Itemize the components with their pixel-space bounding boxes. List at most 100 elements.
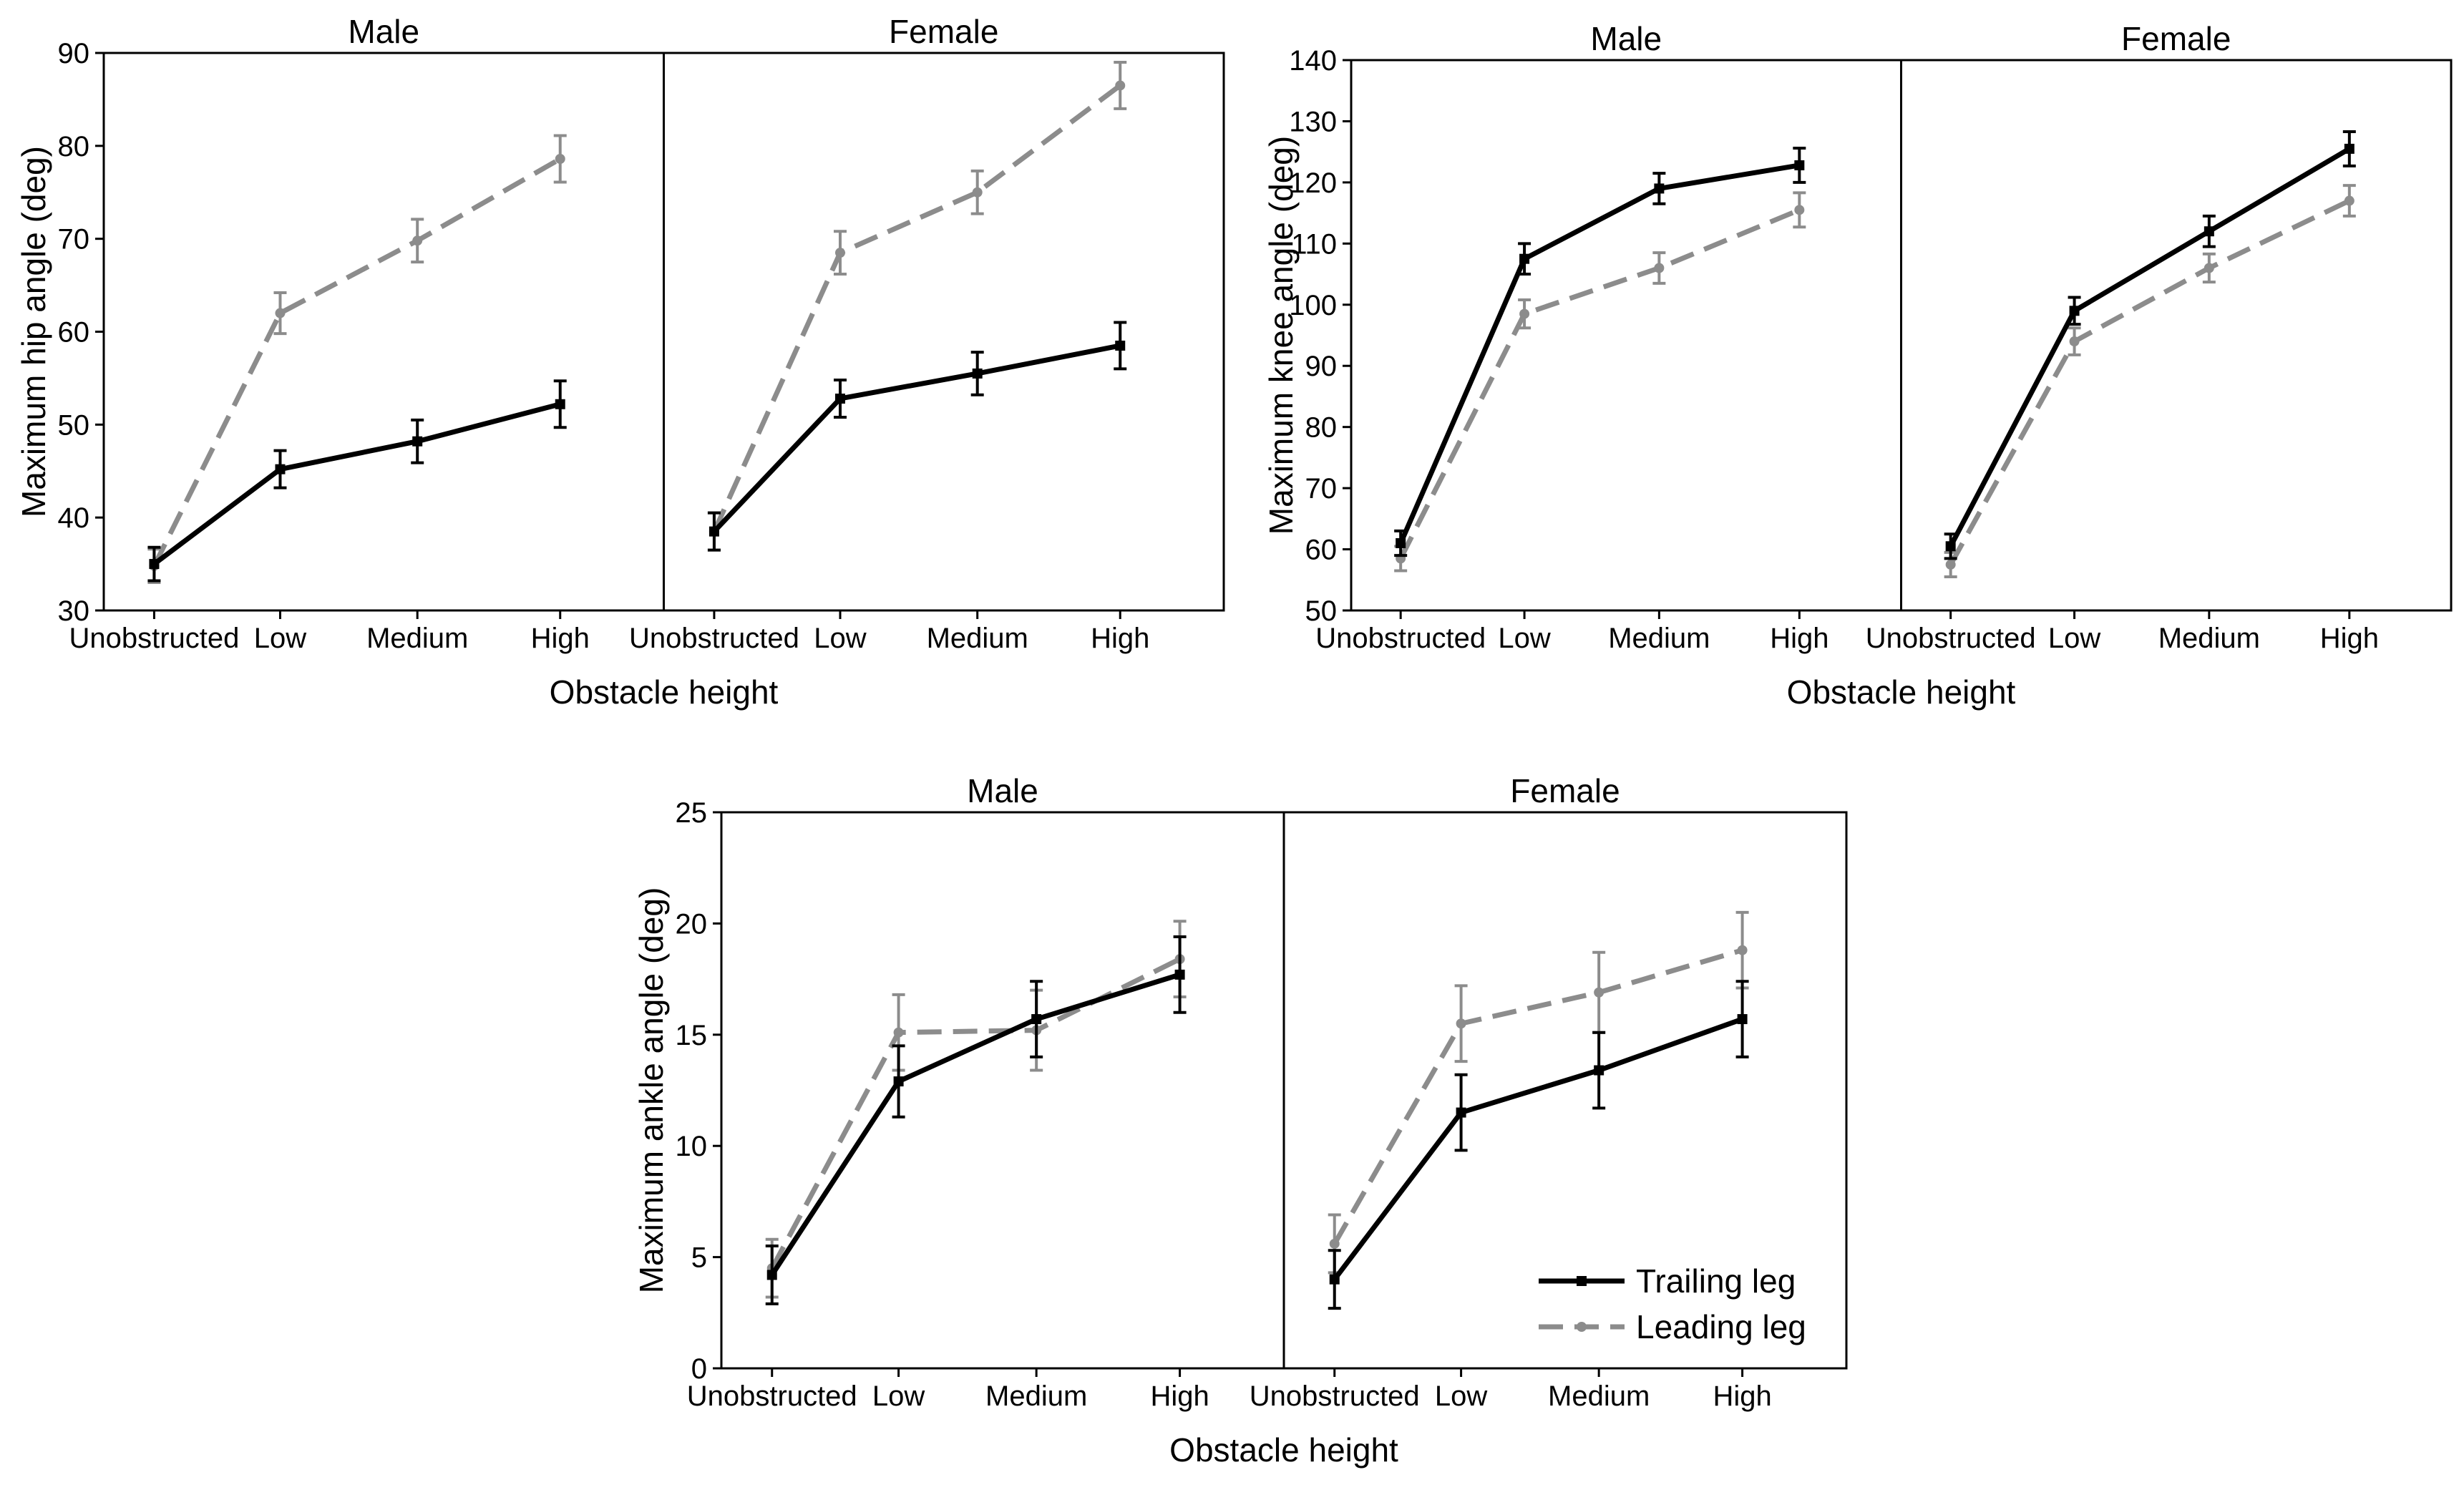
data-point — [555, 399, 565, 409]
data-point — [2204, 226, 2214, 237]
knee-panel-title-female: Female — [2121, 20, 2231, 57]
data-point — [1456, 1107, 1466, 1118]
data-point — [1519, 253, 1530, 264]
hip-female-leading-series — [707, 60, 1127, 552]
data-point — [1031, 1014, 1042, 1025]
hip-x-tick-label: Low — [254, 623, 306, 654]
ankle-x-tick-label: Low — [872, 1380, 925, 1412]
data-point — [1329, 1274, 1340, 1285]
data-point — [2069, 306, 2080, 316]
hip-y-tick-label: 70 — [58, 224, 90, 255]
knee-x-tick-label: Medium — [2158, 623, 2260, 654]
data-point — [1654, 183, 1665, 194]
legend-label-leading: Leading leg — [1636, 1308, 1806, 1345]
data-point — [1329, 1238, 1340, 1249]
series-line — [711, 83, 1122, 533]
ankle-male-leading-series — [765, 920, 1187, 1299]
ankle-x-tick-label: Unobstructed — [1250, 1380, 1420, 1412]
knee-x-tick-label: Medium — [1608, 623, 1710, 654]
ankle-y-tick-label: 0 — [691, 1353, 707, 1385]
data-point — [1794, 205, 1805, 215]
knee-y-tick-label: 80 — [1305, 412, 1338, 444]
ankle-male-trailing-series — [765, 935, 1187, 1305]
data-point — [708, 526, 719, 537]
series-line — [769, 972, 1181, 1277]
knee-y-axis-title: Maximum knee angle (deg) — [1262, 136, 1300, 535]
data-point — [1794, 160, 1805, 170]
data-point — [1456, 1018, 1466, 1029]
knee-x-tick-label: Low — [1498, 623, 1550, 654]
knee-y-tick-label: 140 — [1289, 45, 1337, 77]
data-point — [149, 559, 160, 570]
hip-panel-title-male: Male — [348, 13, 419, 50]
hip-x-axis-title: Obstacle height — [550, 673, 779, 711]
data-point — [2344, 195, 2355, 206]
data-point — [412, 235, 423, 246]
legend-marker — [1577, 1276, 1587, 1286]
knee-y-tick-label: 130 — [1289, 106, 1337, 137]
series-line — [1948, 198, 2351, 566]
series-line — [712, 343, 1121, 534]
knee-chart: 50 60 70 80 90 100 110 120 130 140 Maximum knee an… — [1262, 20, 2453, 711]
hip-y-axis-title: Maximum hip angle (deg) — [15, 146, 52, 517]
data-point — [275, 464, 286, 474]
ankle-x-axis-title: Obstacle height — [1169, 1431, 1398, 1469]
data-point — [972, 187, 983, 198]
ankle-y-axis-title: Maximum ankle angle (deg) — [633, 887, 670, 1294]
knee-x-tick-label: Unobstructed — [1315, 623, 1486, 654]
ankle-y-tick-label: 10 — [676, 1131, 708, 1162]
knee-y-tick-label: 110 — [1291, 228, 1337, 260]
data-point — [893, 1027, 904, 1038]
ankle-x-tick-label: Low — [1435, 1380, 1487, 1412]
hip-x-tick-label: Unobstructed — [629, 623, 799, 654]
data-point — [1115, 80, 1126, 91]
data-point — [766, 1270, 777, 1280]
data-point — [2344, 143, 2355, 154]
ankle-chart: 0 5 10 15 20 25 Maximum ankle angle (deg) Obsta… — [633, 772, 1848, 1469]
knee-female-leading-series — [1944, 184, 2356, 579]
hip-x-tick-label: Medium — [366, 623, 468, 654]
legend-marker — [1577, 1322, 1587, 1332]
hip-y-tick-label: 60 — [58, 317, 90, 349]
ankle-x-tick-label: High — [1150, 1380, 1209, 1412]
legend: Trailing leg Leading leg — [1539, 1262, 1806, 1345]
data-point — [1945, 559, 1956, 570]
hip-male-leading-series — [147, 134, 567, 585]
hip-y-tick-label: 30 — [58, 595, 90, 627]
hip-x-tick-label: Medium — [927, 623, 1028, 654]
knee-x-tick-label: High — [2320, 623, 2379, 654]
knee-y-tick-label: 60 — [1305, 535, 1338, 566]
ankle-y-tick-label: 5 — [691, 1242, 707, 1274]
legend-label-trailing: Trailing leg — [1636, 1262, 1796, 1300]
series-line — [1332, 948, 1743, 1245]
hip-male-trailing-series — [147, 379, 567, 583]
knee-x-tick-label: High — [1770, 623, 1828, 654]
ankle-female-trailing-series — [1328, 980, 1749, 1310]
data-point — [1654, 263, 1665, 273]
data-point — [834, 393, 845, 404]
data-point — [2204, 263, 2214, 273]
knee-y-tick-label: 90 — [1305, 351, 1338, 382]
knee-male-leading-series — [1394, 191, 1806, 573]
data-point — [1594, 1065, 1604, 1076]
data-point — [972, 368, 983, 379]
data-point — [412, 436, 423, 447]
data-point — [1115, 340, 1126, 351]
hip-chart: 30 40 50 60 70 80 90 Maximum hip angle (deg) Obs… — [15, 13, 1225, 711]
series-line — [152, 156, 562, 568]
ankle-y-tick-label: 15 — [676, 1020, 708, 1051]
hip-x-tick-label: High — [531, 623, 590, 654]
series-line — [1332, 1016, 1743, 1281]
data-point — [1519, 308, 1530, 319]
ankle-y-tick-label: 20 — [676, 908, 708, 940]
knee-male-trailing-series — [1394, 147, 1806, 557]
hip-panel-title-female: Female — [889, 13, 998, 50]
knee-panel-title-male: Male — [1590, 20, 1662, 57]
hip-x-tick-label: Low — [814, 623, 866, 654]
ankle-female-leading-series — [1328, 910, 1749, 1275]
data-point — [2069, 336, 2080, 347]
knee-x-tick-label: Low — [2048, 623, 2100, 654]
hip-y-tick-label: 90 — [58, 38, 90, 69]
knee-x-tick-label: Unobstructed — [1866, 623, 2036, 654]
knee-female-trailing-series — [1944, 130, 2356, 560]
